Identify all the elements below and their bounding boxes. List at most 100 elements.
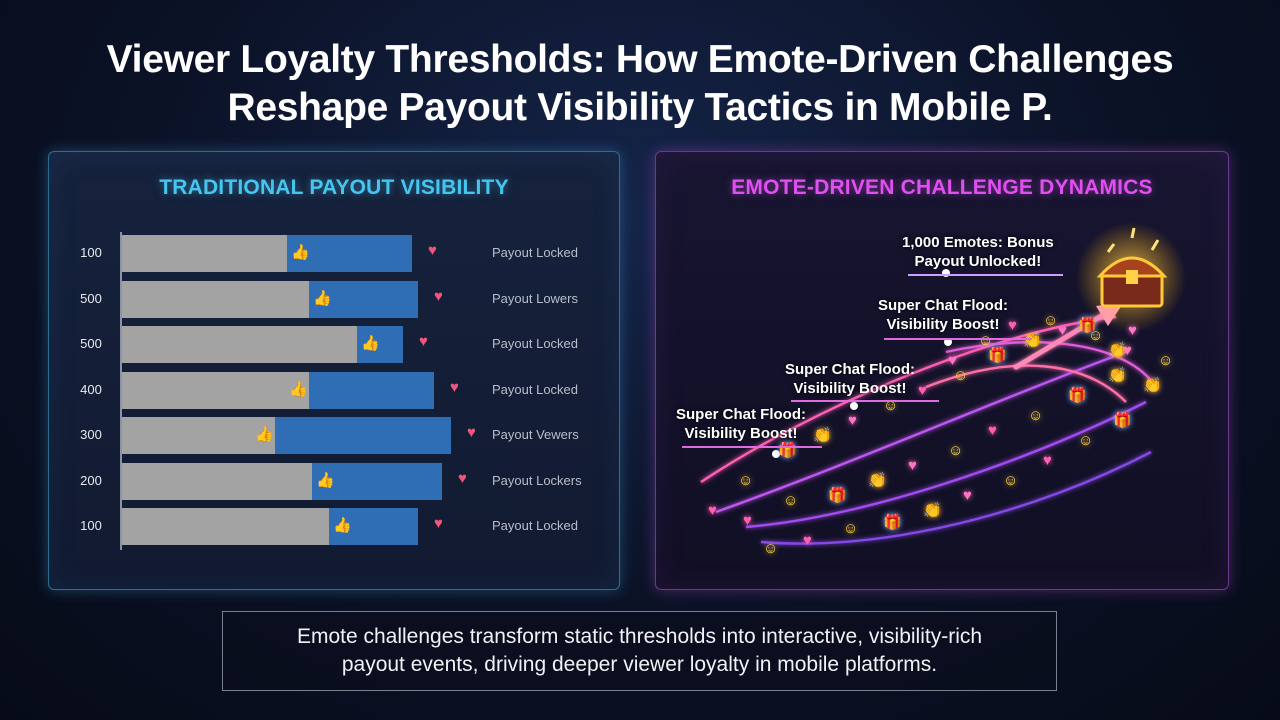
- heart-icon: ♥: [708, 502, 717, 519]
- bar-blue-segment: [309, 280, 418, 318]
- heart-icon: ♥: [803, 532, 812, 549]
- caption-line-1: Emote challenges transform static thresh…: [296, 625, 983, 648]
- heart-icon: ♥: [434, 287, 443, 305]
- callout-bonus-underline: [908, 274, 1063, 276]
- bar-gray-segment: [122, 326, 357, 363]
- traditional-panel-title: TRADITIONAL PAYOUT VISIBILITY: [159, 176, 509, 199]
- heart-icon: ♥: [419, 333, 428, 350]
- callout-dot: [850, 402, 858, 410]
- clap-icon: 👏: [868, 472, 887, 489]
- row-label: 100: [80, 245, 102, 260]
- callout-boost-2-line-2: Visibility Boost!: [793, 380, 907, 397]
- row-status: Payout Locked: [492, 245, 579, 260]
- row-label: 500: [80, 336, 102, 351]
- row-status: Payout Locked: [492, 336, 579, 351]
- thumbs-up-icon: 👍: [255, 426, 274, 443]
- clap-icon: 👏: [1023, 332, 1042, 349]
- treasure-chest-icon: [1096, 227, 1168, 308]
- bar-gray-segment: [122, 235, 287, 272]
- row-label: 200: [80, 472, 102, 488]
- bar-gray-segment: [122, 280, 309, 318]
- traditional-panel: TRADITIONAL PAYOUT VISIBILITY 100 👍 ♥ Payou…: [48, 151, 620, 590]
- row-status: Payout Lowers: [492, 290, 578, 306]
- summary-caption: Emote challenges transform static thresh…: [222, 611, 1057, 691]
- heart-icon: ♥: [1043, 452, 1052, 469]
- thumbs-up-icon: 👍: [289, 380, 308, 398]
- bar-blue-segment: [329, 508, 418, 545]
- thumbs-up-icon: 👍: [316, 471, 335, 489]
- smile-icon: ☺: [1043, 312, 1059, 329]
- smile-icon: ☺: [1078, 432, 1094, 449]
- row-label: 500: [80, 290, 102, 306]
- clap-icon: 👏: [1108, 367, 1127, 384]
- callout-boost-1-underline: [884, 338, 1032, 340]
- row-status: Payout Locked: [492, 381, 579, 397]
- callout-bonus-line-1: 1,000 Emotes: Bonus: [902, 234, 1054, 251]
- row-label: 100: [80, 518, 102, 533]
- heart-icon: ♥: [963, 487, 972, 504]
- callout-boost-1-line-1: Super Chat Flood:: [878, 297, 1008, 314]
- emote-panel-title: EMOTE-DRIVEN CHALLENGE DYNAMICS: [731, 176, 1153, 199]
- emote-spiral-graphic: [700, 222, 1186, 545]
- callout-bonus: 1,000 Emotes: Bonus Payout Unlocked!: [902, 233, 1054, 271]
- callout-bonus-line-2: Payout Unlocked!: [914, 253, 1042, 270]
- bar-blue-segment: [275, 417, 451, 454]
- clap-icon: 👏: [923, 502, 942, 519]
- bar-gray-segment: [122, 462, 312, 500]
- thumbs-up-icon: 👍: [333, 517, 352, 534]
- bar-gray-segment: [122, 371, 309, 409]
- smile-icon: ☺: [1028, 407, 1044, 424]
- heart-icon: ♥: [988, 422, 997, 439]
- smile-icon: ☺: [843, 520, 859, 537]
- gift-icon: 🎁: [778, 442, 797, 459]
- callout-boost-3: Super Chat Flood: Visibility Boost!: [676, 405, 806, 443]
- clap-icon: 👏: [813, 427, 832, 444]
- smile-icon: ☺: [1003, 472, 1019, 489]
- caption-line-2: payout events, driving deeper viewer loy…: [341, 653, 938, 676]
- heart-icon: ♥: [948, 352, 957, 369]
- heart-icon: ♥: [743, 512, 752, 529]
- heart-icon: ♥: [918, 382, 927, 399]
- bar-gray-segment: [122, 508, 329, 545]
- row-status: Payout Locked: [492, 518, 579, 533]
- bar-gray-segment: [122, 417, 275, 454]
- heart-icon: ♥: [1128, 322, 1137, 339]
- heart-icon: ♥: [450, 378, 459, 396]
- clap-icon: 👏: [1143, 377, 1162, 394]
- heart-icon: ♥: [1008, 317, 1017, 334]
- emote-panel: EMOTE-DRIVEN CHALLENGE DYNAMICS: [655, 151, 1229, 590]
- thumbs-up-icon: 👍: [361, 335, 380, 352]
- smile-icon: ☺: [978, 332, 994, 349]
- smile-icon: ☺: [783, 492, 799, 509]
- smile-icon: ☺: [763, 540, 779, 557]
- callout-boost-2: Super Chat Flood: Visibility Boost!: [785, 360, 915, 398]
- callout-boost-2-line-1: Super Chat Flood:: [785, 361, 915, 378]
- heart-icon: ♥: [458, 469, 467, 487]
- smile-icon: ☺: [1088, 327, 1104, 344]
- heart-icon: ♥: [434, 515, 443, 532]
- smile-icon: ☺: [953, 367, 969, 384]
- smile-icon: ☺: [948, 442, 964, 459]
- arrow-icon: [1013, 309, 1111, 370]
- thumbs-up-icon: 👍: [291, 244, 310, 261]
- gift-icon: 🎁: [828, 487, 847, 504]
- spiral-paths: [700, 315, 1157, 545]
- callout-dot: [772, 450, 780, 458]
- gift-icon: 🎁: [988, 347, 1007, 364]
- callout-boost-3-line-2: Visibility Boost!: [684, 425, 798, 442]
- title-line-1: Viewer Loyalty Thresholds: How Emote-Dri…: [106, 38, 1174, 81]
- callout-boost-3-underline: [682, 446, 822, 448]
- bar-axis: [120, 232, 122, 550]
- gift-icon: 🎁: [1078, 317, 1097, 334]
- gift-icon: 🎁: [1068, 387, 1087, 404]
- smile-icon: ☺: [738, 472, 754, 489]
- heart-icon: ♥: [1058, 322, 1067, 339]
- row-status: Payout Lockers: [492, 472, 582, 488]
- heart-icon: ♥: [848, 412, 857, 429]
- bar-blue-segment: [309, 371, 434, 409]
- heart-icon: ♥: [1123, 342, 1132, 359]
- bar-blue-segment: [357, 326, 403, 363]
- heart-icon: ♥: [467, 424, 476, 441]
- bar-blue-segment: [287, 235, 412, 272]
- main-title: Viewer Loyalty Thresholds: How Emote-Dri…: [0, 36, 1280, 132]
